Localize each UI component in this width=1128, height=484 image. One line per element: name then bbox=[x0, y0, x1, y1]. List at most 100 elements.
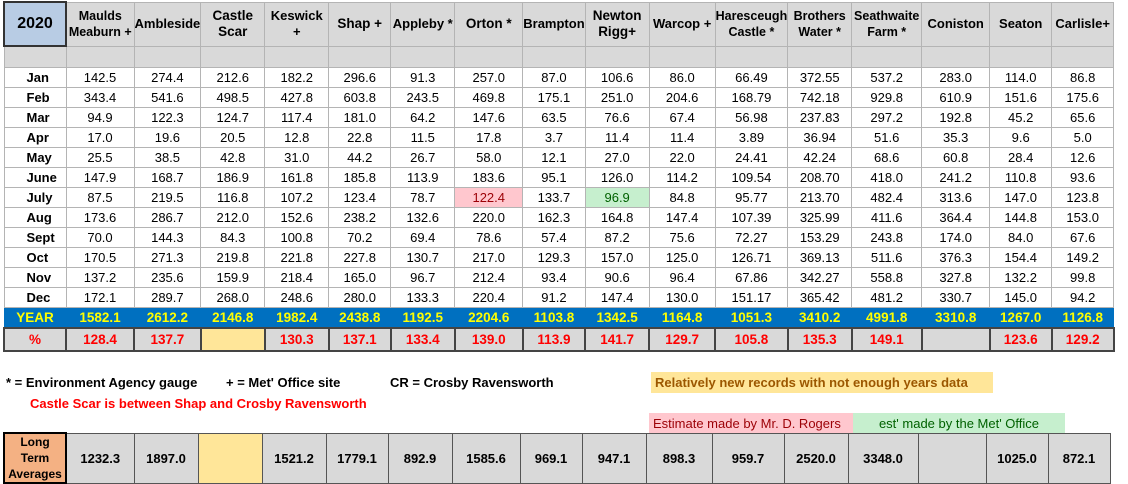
rainfall-cell: 248.6 bbox=[264, 287, 330, 308]
rainfall-cell: 99.8 bbox=[1051, 267, 1115, 288]
rainfall-cell: 219.8 bbox=[200, 247, 266, 268]
long-term-cell: 1521.2 bbox=[261, 432, 327, 484]
rainfall-cell: 498.5 bbox=[200, 87, 266, 108]
rainfall-cell: 70.2 bbox=[328, 227, 392, 248]
long-term-row: Long Term Averages 1232.3 1897.0 1521.2 177… bbox=[3, 432, 1111, 484]
rainfall-cell: 411.6 bbox=[851, 207, 923, 228]
rainfall-cell: 84.8 bbox=[648, 187, 716, 208]
rainfall-cell: 117.4 bbox=[264, 107, 330, 128]
rainfall-cell: 58.0 bbox=[454, 147, 524, 168]
spacer-cell bbox=[989, 45, 1053, 68]
percent-cell: 123.6 bbox=[988, 327, 1053, 352]
year-total-cell: 3310.8 bbox=[921, 307, 991, 329]
rainfall-cell: 86.8 bbox=[1051, 67, 1115, 88]
rainfall-cell: 154.4 bbox=[989, 247, 1053, 268]
column-header-line1: Coniston bbox=[927, 16, 984, 31]
rainfall-cell: 69.4 bbox=[390, 227, 456, 248]
rainfall-cell: 220.4 bbox=[454, 287, 524, 308]
rainfall-cell: 31.0 bbox=[264, 147, 330, 168]
rainfall-cell: 212.6 bbox=[200, 67, 266, 88]
spacer-cell bbox=[584, 45, 650, 68]
rainfall-cell: 151.17 bbox=[714, 287, 789, 308]
rainfall-cell: 157.0 bbox=[584, 247, 650, 268]
rainfall-cell: 93.6 bbox=[1051, 167, 1115, 188]
rainfall-cell: 144.8 bbox=[989, 207, 1053, 228]
long-term-cell: 1232.3 bbox=[65, 432, 135, 484]
percent-cell: 130.3 bbox=[263, 327, 330, 352]
spacer-cell bbox=[714, 45, 789, 68]
column-header-line2: Castle * bbox=[728, 25, 775, 39]
rainfall-cell: 183.6 bbox=[454, 167, 524, 188]
rainfall-cell: 42.24 bbox=[787, 147, 853, 168]
month-label: May bbox=[3, 147, 67, 168]
spacer-cell bbox=[65, 45, 135, 68]
spacer-cell bbox=[264, 45, 330, 68]
column-header-line1: Castle bbox=[212, 8, 254, 23]
year-total-cell: 1192.5 bbox=[390, 307, 456, 329]
rainfall-cell: 44.2 bbox=[328, 147, 392, 168]
rainfall-cell: 327.8 bbox=[921, 267, 991, 288]
rainfall-cell: 63.5 bbox=[522, 107, 586, 128]
spacer-cell bbox=[454, 45, 524, 68]
table-row: Dec 172.1 289.7 268.0 248.6 280.0 133.3 220.4 91… bbox=[3, 287, 1115, 308]
rainfall-cell: 87.5 bbox=[65, 187, 135, 208]
column-header: Seathwaite Farm * bbox=[851, 1, 923, 47]
percent-cell: 137.7 bbox=[133, 327, 202, 352]
rainfall-cell: 243.8 bbox=[851, 227, 923, 248]
year-label: YEAR bbox=[3, 307, 67, 329]
year-total-cell: 1051.3 bbox=[714, 307, 789, 329]
rainfall-cell: 365.42 bbox=[787, 287, 853, 308]
rainfall-cell: 130.7 bbox=[390, 247, 456, 268]
rainfall-cell: 96.4 bbox=[648, 267, 716, 288]
rainfall-cell: 22.8 bbox=[328, 127, 392, 148]
rainfall-cell: 219.5 bbox=[133, 187, 202, 208]
rainfall-cell: 541.6 bbox=[133, 87, 202, 108]
percent-cell bbox=[199, 327, 266, 352]
rainfall-cell: 78.6 bbox=[454, 227, 524, 248]
year-total-cell: 4991.8 bbox=[851, 307, 923, 329]
rainfall-cell: 251.0 bbox=[584, 87, 650, 108]
table-row: Feb 343.4 541.6 498.5 427.8 603.8 243.5 469.8 17… bbox=[3, 87, 1115, 108]
rainfall-cell: 149.2 bbox=[1051, 247, 1115, 268]
rainfall-cell: 20.5 bbox=[200, 127, 266, 148]
rainfall-cell: 95.1 bbox=[522, 167, 586, 188]
rainfall-cell: 325.99 bbox=[787, 207, 853, 228]
rainfall-cell: 12.6 bbox=[1051, 147, 1115, 168]
year-total-cell: 2146.8 bbox=[200, 307, 266, 329]
rainfall-cell: 330.7 bbox=[921, 287, 991, 308]
rainfall-cell: 213.70 bbox=[787, 187, 853, 208]
rainfall-cell: 132.6 bbox=[390, 207, 456, 228]
rainfall-cell: 142.5 bbox=[65, 67, 135, 88]
rainfall-cell: 94.9 bbox=[65, 107, 135, 128]
rainfall-cell: 124.7 bbox=[200, 107, 266, 128]
year-total-cell: 2204.6 bbox=[454, 307, 524, 329]
column-header-line1: Seaton bbox=[999, 16, 1043, 31]
rainfall-cell: 84.0 bbox=[989, 227, 1053, 248]
spacer-cell bbox=[921, 45, 991, 68]
rainfall-cell: 36.94 bbox=[787, 127, 853, 148]
column-header-line2: Rigg+ bbox=[598, 24, 637, 39]
spacer-cell bbox=[3, 45, 67, 68]
long-term-label: Long Term Averages bbox=[3, 432, 67, 484]
table-row: Apr 17.0 19.6 20.5 12.8 22.8 11.5 17.8 3.7 11.4 11… bbox=[3, 127, 1115, 148]
rainfall-cell: 220.0 bbox=[454, 207, 524, 228]
rainfall-cell: 511.6 bbox=[851, 247, 923, 268]
rainfall-cell: 137.2 bbox=[65, 267, 135, 288]
rainfall-cell: 35.3 bbox=[921, 127, 991, 148]
spacer-cell bbox=[522, 45, 586, 68]
table-row: Aug 173.6 286.7 212.0 152.6 238.2 132.6 220.0 16… bbox=[3, 207, 1115, 228]
rainfall-cell: 221.8 bbox=[264, 247, 330, 268]
rainfall-cell: 123.8 bbox=[1051, 187, 1115, 208]
rainfall-cell: 106.6 bbox=[584, 67, 650, 88]
year-total-row: YEAR 1582.1 2612.2 2146.8 1982.4 2438.8 1192.5… bbox=[3, 307, 1115, 329]
month-label: Nov bbox=[3, 267, 67, 288]
column-header: Ambleside bbox=[133, 1, 202, 47]
column-header: Maulds Meaburn + bbox=[65, 1, 135, 47]
spacer-cell bbox=[133, 45, 202, 68]
rainfall-cell: 217.0 bbox=[454, 247, 524, 268]
rainfall-cell: 208.70 bbox=[787, 167, 853, 188]
rainfall-cell: 313.6 bbox=[921, 187, 991, 208]
month-label: June bbox=[3, 167, 67, 188]
long-term-cell: 969.1 bbox=[519, 432, 583, 484]
table-row: Sept 70.0 144.3 84.3 100.8 70.2 69.4 78.6 57.4 87… bbox=[3, 227, 1115, 248]
